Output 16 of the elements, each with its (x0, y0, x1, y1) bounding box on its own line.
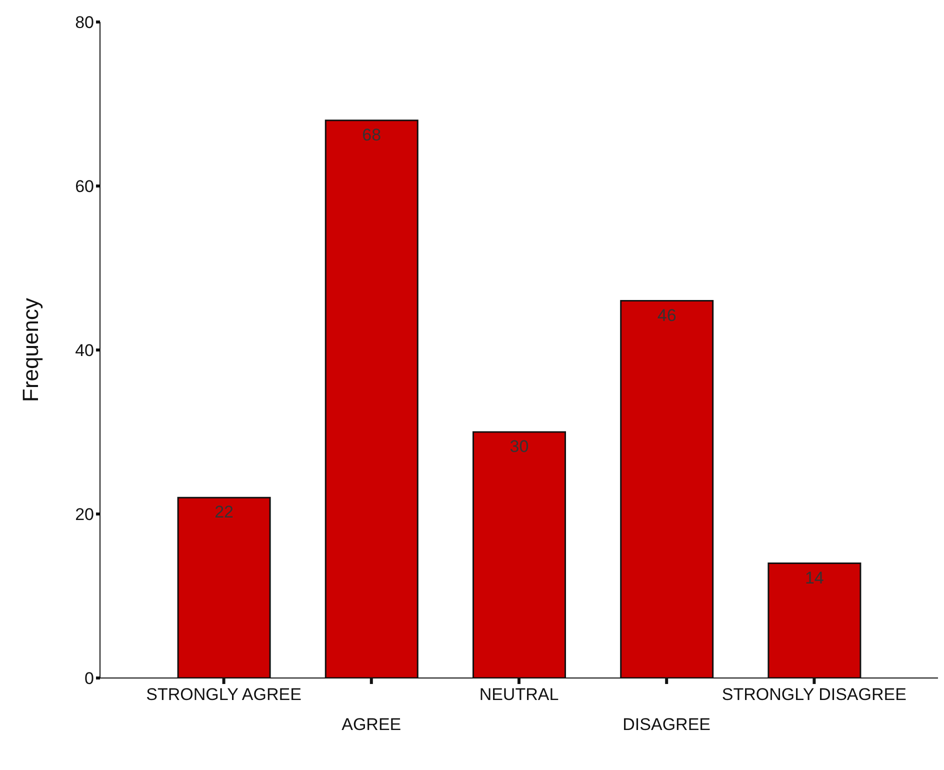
data-label: 46 (657, 306, 676, 325)
y-tick-label: 60 (75, 177, 94, 196)
data-label: 14 (804, 568, 824, 588)
x-tick-label: NEUTRAL (479, 685, 559, 704)
data-label: 68 (362, 125, 382, 144)
data-label: 22 (214, 502, 234, 522)
y-axis-title: Frequency (18, 298, 43, 402)
x-tick-label: DISAGREE (622, 715, 711, 734)
y-tick-label: 0 (84, 669, 94, 688)
x-tick-label: AGREE (342, 715, 402, 734)
x-tick-label: STRONGLY AGREE (146, 685, 302, 704)
data-label: 30 (510, 437, 529, 456)
y-tick-label: 40 (75, 341, 94, 360)
x-tick-label: STRONGLY DISAGREE (722, 685, 906, 704)
y-tick-label: 20 (75, 505, 94, 524)
y-tick-label: 80 (75, 13, 94, 32)
